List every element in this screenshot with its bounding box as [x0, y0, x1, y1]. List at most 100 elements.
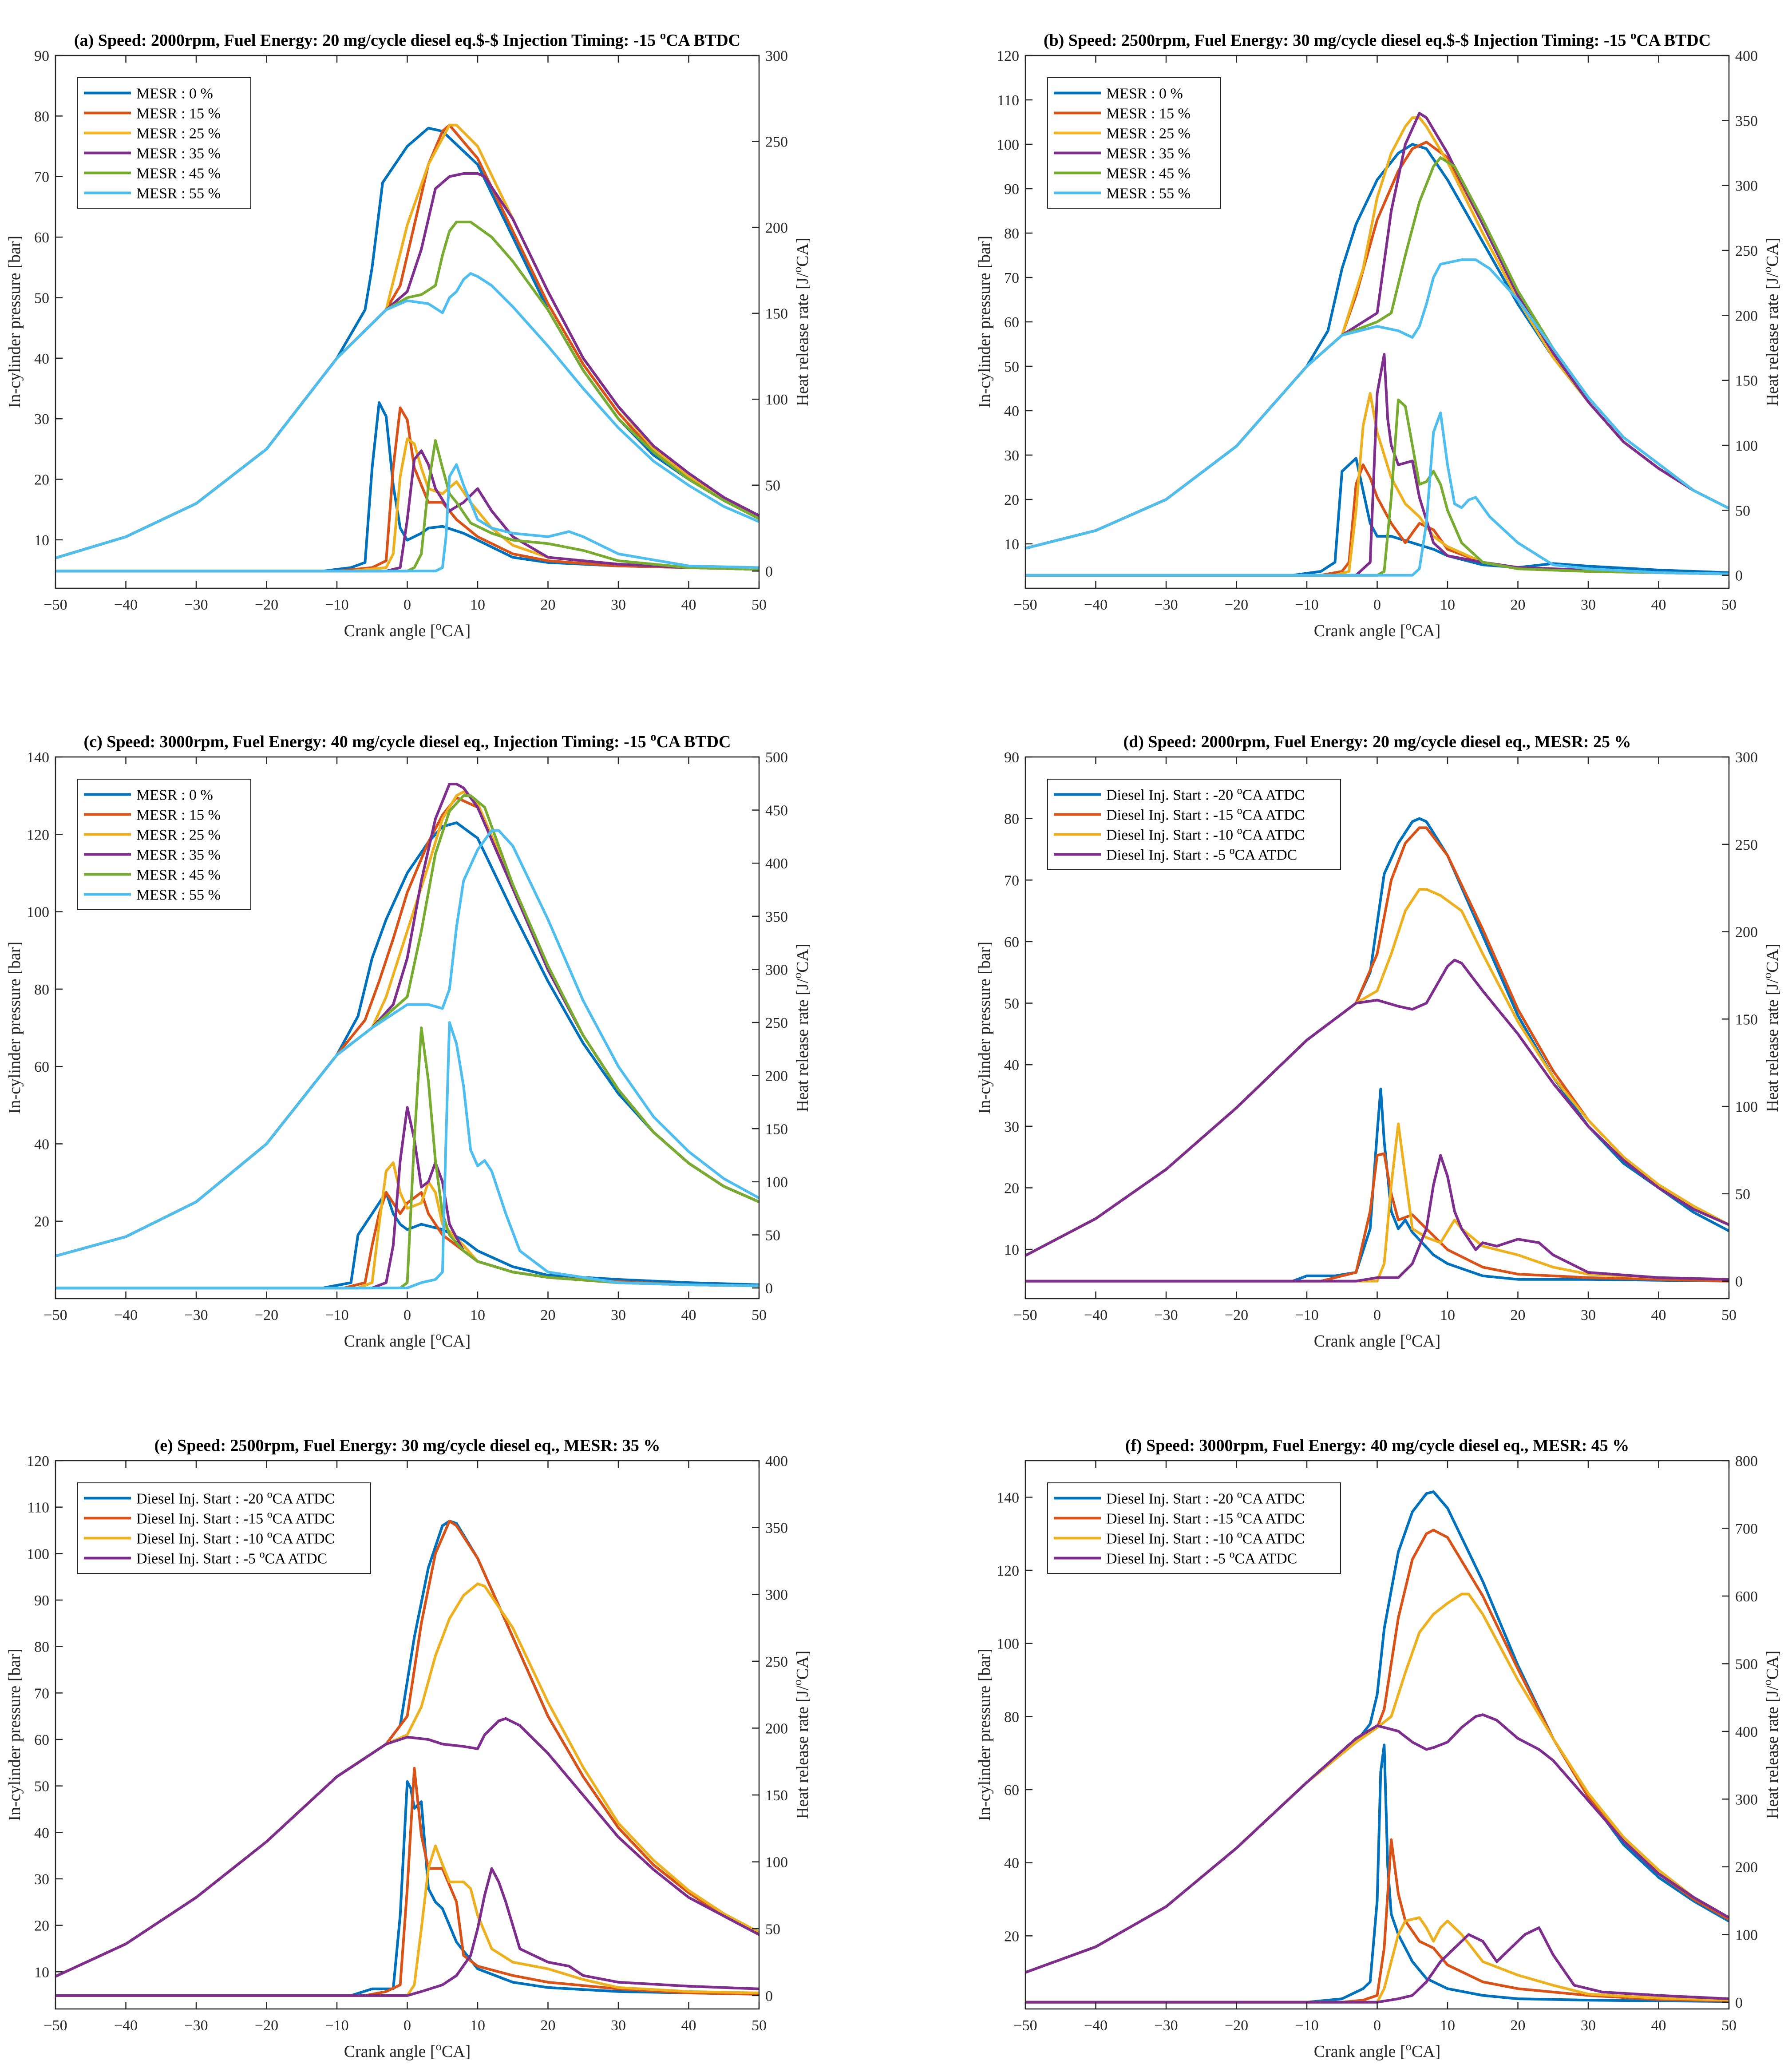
- legend-entry: Diesel Inj. Start : -15 oCA ATDC: [136, 1509, 335, 1527]
- y-tick-label: 60: [34, 1059, 49, 1075]
- y-tick-label: 100: [27, 1546, 49, 1562]
- y-tick-label: 120: [27, 1453, 49, 1470]
- y2-tick-label: 400: [765, 1453, 788, 1470]
- x-tick-label: −30: [1154, 2017, 1178, 2034]
- y-tick-label: 20: [1004, 492, 1019, 508]
- x-tick-label: 30: [611, 1307, 626, 1323]
- x-tick-label: 50: [752, 2017, 767, 2034]
- y2-tick-label: 700: [1735, 1521, 1758, 1537]
- y2-tick-label: 250: [1735, 243, 1758, 259]
- y2-tick-label: 300: [1735, 749, 1758, 766]
- x-tick-label: 50: [752, 597, 767, 613]
- y-axis-label: In-cylinder pressure [bar]: [975, 236, 994, 408]
- legend-entry: MESR : 55 %: [1106, 186, 1191, 202]
- x-tick-label: −50: [44, 2017, 67, 2034]
- y-tick-label: 60: [1004, 934, 1019, 951]
- heat-release-line-series-6: [55, 463, 760, 573]
- y-tick-label: 80: [1004, 811, 1019, 828]
- legend-entry: Diesel Inj. Start : -20 oCA ATDC: [136, 1489, 335, 1507]
- x-tick-label: −10: [325, 597, 348, 613]
- y-tick-label: 20: [1004, 1928, 1019, 1945]
- y2-tick-label: 0: [765, 1280, 773, 1297]
- y2-tick-label: 200: [765, 1720, 788, 1737]
- y-tick-label: 50: [34, 1779, 49, 1795]
- y2-tick-label: 100: [765, 392, 788, 408]
- y-tick-label: 110: [997, 92, 1019, 109]
- chart-title: (d) Speed: 2000rpm, Fuel Energy: 20 mg/c…: [1123, 733, 1631, 751]
- y-tick-label: 30: [34, 1871, 49, 1888]
- x-tick-label: −30: [184, 597, 208, 613]
- legend-entry: MESR : 15 %: [136, 807, 221, 824]
- legend: MESR : 0 % MESR : 15 % MESR : 25 % MESR : 3…: [77, 77, 251, 209]
- x-tick-label: 40: [1651, 1307, 1666, 1323]
- x-tick-label: −20: [255, 597, 278, 613]
- legend-entry: MESR : 35 %: [136, 146, 221, 162]
- chart-c: −50 −40 −30 −20 −10 0 10 20 30 40 50 20 40 60 80 100 120…: [5, 730, 812, 1351]
- x-tick-label: −30: [184, 1307, 208, 1323]
- y-tick-label: 70: [1004, 270, 1019, 286]
- heat-release-line-series-1: [1025, 457, 1729, 577]
- y2-tick-label: 200: [765, 220, 788, 236]
- legend: Diesel Inj. Start : -20 oCA ATDC Diesel I…: [1047, 1482, 1341, 1574]
- pressure-line-series-6: [55, 829, 760, 1257]
- chart-title: (c) Speed: 3000rpm, Fuel Energy: 40 mg/c…: [84, 730, 731, 751]
- y2-tick-label: 300: [1735, 178, 1758, 194]
- heat-release-line-series-2: [55, 406, 760, 573]
- y-axis-label: In-cylinder pressure [bar]: [975, 942, 994, 1114]
- y2-tick-label: 350: [1735, 113, 1758, 129]
- y-tick-label: 100: [997, 137, 1019, 153]
- y-tick-label: 30: [1004, 1119, 1019, 1135]
- x-tick-label: 0: [1373, 1307, 1381, 1323]
- x-tick-label: 20: [1511, 2017, 1526, 2034]
- y2-axis-label: Heat release rate [J/oCA]: [1760, 1651, 1782, 1819]
- y-axis-label: In-cylinder pressure [bar]: [5, 1648, 24, 1821]
- y2-tick-label: 150: [765, 1121, 788, 1137]
- y2-tick-label: 0: [1735, 1995, 1743, 2011]
- x-tick-label: 0: [403, 2017, 411, 2034]
- y2-tick-label: 150: [1735, 1011, 1758, 1028]
- heat-release-line-series-2: [55, 1767, 760, 1997]
- y-tick-label: 40: [1004, 1855, 1019, 1872]
- x-tick-label: −40: [114, 1307, 138, 1323]
- heat-release-line-series-6: [1025, 411, 1729, 577]
- y2-tick-label: 400: [1735, 1724, 1758, 1740]
- x-tick-label: 20: [1511, 1307, 1526, 1323]
- chart-b: −50 −40 −30 −20 −10 0 10 20 30 40 50 10 20 30 40 50 60 70…: [975, 28, 1782, 640]
- y2-tick-label: 450: [765, 803, 788, 819]
- y2-tick-label: 50: [765, 1921, 780, 1937]
- x-tick-label: −10: [1295, 2017, 1318, 2034]
- x-tick-label: 20: [541, 2017, 556, 2034]
- y2-tick-label: 300: [765, 48, 788, 64]
- y-tick-label: 110: [27, 1500, 49, 1516]
- x-tick-label: −50: [44, 597, 67, 613]
- heat-release-line-series-4: [1025, 1926, 1729, 2004]
- y2-tick-label: 150: [765, 1787, 788, 1804]
- y2-tick-label: 0: [765, 1988, 773, 2005]
- x-tick-label: 0: [403, 1307, 411, 1323]
- y-tick-label: 80: [1004, 226, 1019, 242]
- y-tick-label: 140: [997, 1490, 1019, 1506]
- x-tick-label: 10: [1440, 1307, 1455, 1323]
- y-tick-label: 90: [1004, 181, 1019, 198]
- legend-entry: Diesel Inj. Start : -5 oCA ATDC: [136, 1549, 327, 1567]
- y2-tick-label: 50: [765, 478, 780, 494]
- heat-release-line-series-3: [1025, 1916, 1729, 2004]
- legend-entry: Diesel Inj. Start : -10 oCA ATDC: [1106, 825, 1305, 844]
- x-tick-label: 10: [470, 1307, 485, 1323]
- x-tick-label: 40: [681, 2017, 696, 2034]
- chart-a: −50 −40 −30 −20 −10 0 10 20 30 40 50 10 20 30 40 50 60 70…: [5, 28, 812, 640]
- y2-tick-label: 250: [765, 1015, 788, 1031]
- heat-release-line-series-6: [55, 1021, 760, 1290]
- y-tick-label: 20: [34, 1918, 49, 1934]
- x-tick-label: 50: [1721, 597, 1737, 613]
- x-tick-label: −50: [1013, 1307, 1037, 1323]
- y2-tick-label: 400: [1735, 48, 1758, 64]
- legend-entry: MESR : 25 %: [136, 126, 221, 142]
- x-axis-label: Crank angle [oCA]: [344, 2040, 471, 2061]
- y-tick-label: 100: [27, 904, 49, 921]
- chart-f: −50 −40 −30 −20 −10 0 10 20 30 40 50 20 40 60 80 100 120…: [975, 1436, 1782, 2061]
- x-tick-label: 0: [1373, 597, 1381, 613]
- legend-entry: MESR : 55 %: [136, 887, 221, 903]
